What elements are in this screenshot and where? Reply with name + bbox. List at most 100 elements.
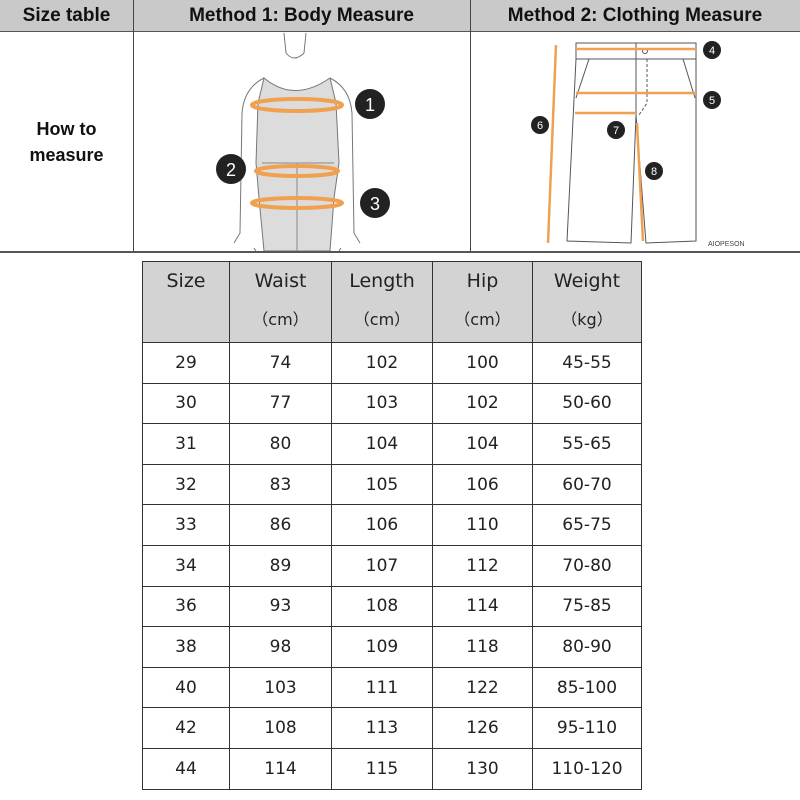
cell-size: 33 [142,504,230,546]
cell-size: 31 [142,423,230,465]
cell-length: 102 [331,342,433,384]
cell-size: 38 [142,626,230,668]
col-waist: Waist （cm） [229,261,332,343]
cell-weight: 45-55 [532,342,642,384]
cell-weight: 70-80 [532,544,642,587]
cell-waist: 74 [229,342,332,384]
shorts-illustration: 4 5 6 7 8 AIOPESON [531,41,745,248]
cell-hip: 114 [432,585,533,628]
cell-length: 111 [331,666,433,709]
measure-guide: Size table Method 1: Body Measure Method… [0,0,800,253]
cell-size: 34 [142,544,230,587]
svg-text:3: 3 [370,194,380,214]
cell-weight: 55-65 [532,423,642,465]
cell-length: 107 [331,544,433,587]
cell-waist: 77 [229,382,332,425]
cell-hip: 112 [432,544,533,587]
cell-weight: 85-100 [532,666,642,709]
cell-weight: 110-120 [532,747,642,790]
cell-hip: 102 [432,382,533,425]
cell-hip: 106 [432,463,533,506]
marker-8-icon: 8 [645,162,663,180]
divider [0,251,800,253]
table-row: 40 103 111 122 85-100 [142,666,642,709]
table-row: 33 86 106 110 65-75 [142,504,642,546]
cell-weight: 75-85 [532,585,642,628]
cell-length: 115 [331,747,433,790]
cell-weight: 50-60 [532,382,642,425]
watermark: AIOPESON [708,241,745,248]
size-table: Size Waist （cm） Length （cm） Hip （cm） Weight… [142,261,642,790]
table-row: 38 98 109 118 80-90 [142,626,642,668]
marker-7-icon: 7 [607,121,625,139]
cell-size: 29 [142,342,230,384]
marker-2-icon: 2 [216,154,246,184]
divider [133,0,134,252]
cell-weight: 80-90 [532,626,642,668]
cell-size: 40 [142,666,230,709]
method2-header: Method 2: Clothing Measure [470,0,800,32]
body-figure-illustration: 1 2 3 [216,33,390,251]
cell-size: 32 [142,463,230,506]
cell-size: 36 [142,585,230,628]
cell-hip: 130 [432,747,533,790]
table-header-row: Size Waist （cm） Length （cm） Hip （cm） Weight… [142,261,642,343]
svg-text:6: 6 [537,120,543,132]
how-to-line: measure [29,145,104,165]
cell-size: 42 [142,707,230,749]
cell-waist: 108 [229,707,332,749]
cell-waist: 83 [229,463,332,506]
table-row: 34 89 107 112 70-80 [142,544,642,587]
svg-text:5: 5 [709,95,715,107]
cell-waist: 114 [229,747,332,790]
col-length: Length （cm） [331,261,433,343]
table-row: 32 83 105 106 60-70 [142,463,642,506]
cell-hip: 110 [432,504,533,546]
cell-waist: 93 [229,585,332,628]
marker-6-icon: 6 [531,116,549,134]
table-row: 42 108 113 126 95-110 [142,707,642,749]
cell-hip: 104 [432,423,533,465]
svg-text:8: 8 [651,166,657,178]
table-row: 30 77 103 102 50-60 [142,382,642,425]
cell-waist: 80 [229,423,332,465]
cell-hip: 118 [432,626,533,668]
marker-3-icon: 3 [360,188,390,218]
cell-weight: 60-70 [532,463,642,506]
col-hip: Hip （cm） [432,261,533,343]
cell-waist: 86 [229,504,332,546]
cell-waist: 103 [229,666,332,709]
method1-header: Method 1: Body Measure [133,0,470,32]
how-to-measure-label: How to measure [0,32,133,252]
cell-hip: 122 [432,666,533,709]
col-size: Size [142,261,230,343]
marker-5-icon: 5 [703,91,721,109]
svg-text:2: 2 [226,160,236,180]
cell-size: 44 [142,747,230,790]
cell-length: 109 [331,626,433,668]
table-row: 31 80 104 104 55-65 [142,423,642,465]
cell-length: 106 [331,504,433,546]
cell-length: 105 [331,463,433,506]
table-row: 36 93 108 114 75-85 [142,585,642,628]
table-row: 44 114 115 130 110-120 [142,747,642,790]
cell-length: 104 [331,423,433,465]
svg-text:1: 1 [365,95,375,115]
table-row: 29 74 102 100 45-55 [142,342,642,384]
svg-text:4: 4 [709,45,715,57]
cell-hip: 126 [432,707,533,749]
marker-1-icon: 1 [355,89,385,119]
cell-size: 30 [142,382,230,425]
cell-hip: 100 [432,342,533,384]
divider [470,0,471,252]
cell-weight: 95-110 [532,707,642,749]
cell-length: 113 [331,707,433,749]
cell-waist: 98 [229,626,332,668]
size-table-header: Size table [0,0,133,32]
svg-text:7: 7 [613,125,619,137]
cell-waist: 89 [229,544,332,587]
cell-length: 103 [331,382,433,425]
cell-weight: 65-75 [532,504,642,546]
marker-4-icon: 4 [703,41,721,59]
col-weight: Weight （kg） [532,261,642,343]
